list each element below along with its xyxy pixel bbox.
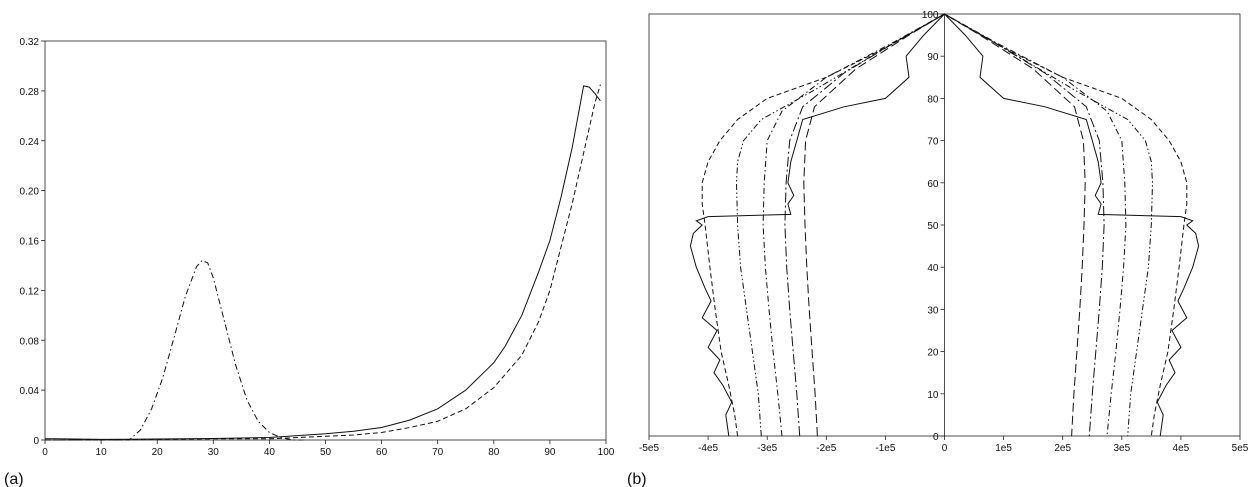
series-group-b	[689, 13, 1200, 437]
y-tick-label: 0.16	[20, 237, 40, 248]
x-tick-label: 80	[488, 447, 500, 458]
y-tick-label: 60	[927, 179, 939, 190]
y-tick-label: 10	[927, 390, 939, 401]
series-line-dash-dot	[45, 259, 304, 441]
series-line-dash-dot	[762, 13, 1127, 437]
x-tick-label: 70	[432, 447, 444, 458]
x-tick-label: 4e5	[1173, 443, 1190, 454]
y-tick-label: 0.20	[20, 187, 40, 198]
tick-group-a: 0 10 20 30 40 50 60 70 80 90 100 0 0.04 0.08 0.12 0.16 0…	[20, 37, 615, 458]
x-tick-label: 60	[376, 447, 388, 458]
x-tick-label: 2e5	[1054, 443, 1071, 454]
tick-group-b: -5e5 -4e5 -3e5 -2e5 -1e5 0 1e5 2e5 3e5 4e5 5e5 0 10 2…	[639, 10, 1249, 454]
y-tick-label: 0.04	[20, 386, 40, 397]
series-line-solid	[45, 85, 601, 440]
y-tick-label: 40	[927, 263, 939, 274]
y-tick-label: 0	[933, 432, 939, 443]
y-tick-label: 0.08	[20, 336, 40, 347]
x-tick-label: -3e5	[757, 443, 777, 454]
x-tick-label: 30	[208, 447, 220, 458]
x-tick-label: 0	[942, 443, 948, 454]
x-tick-label: 90	[544, 447, 556, 458]
y-tick-label: 30	[927, 305, 939, 316]
series-line-long-dash	[803, 13, 1086, 437]
y-tick-label: 80	[927, 94, 939, 105]
series-line-dashed	[45, 84, 601, 441]
x-tick-label: 0	[42, 447, 48, 458]
y-tick-label: 90	[927, 52, 939, 63]
plot-frame-a	[44, 40, 607, 441]
x-tick-label: 10	[96, 447, 108, 458]
y-tick-label: 0.28	[20, 87, 40, 98]
chart-panel-a: 0 10 20 30 40 50 60 70 80 90 100 0 0.04 0.08 0.12 0.16 0…	[4, 37, 615, 487]
x-tick-label: 50	[320, 447, 332, 458]
x-tick-label: -4e5	[698, 443, 718, 454]
x-tick-label: 100	[598, 447, 615, 458]
x-tick-label: 1e5	[995, 443, 1012, 454]
panel-label-b: (b)	[627, 471, 647, 487]
panel-label-a: (a)	[4, 471, 24, 487]
y-tick-label: 0.24	[20, 137, 40, 148]
x-tick-label: -5e5	[639, 443, 659, 454]
y-tick-label: 50	[927, 221, 939, 232]
y-tick-label: 0.32	[20, 37, 40, 48]
x-tick-label: 3e5	[1113, 443, 1130, 454]
y-tick-label: 100	[922, 10, 939, 21]
y-tick-label: 70	[927, 137, 939, 148]
x-tick-label: 20	[152, 447, 164, 458]
y-tick-label: 0	[33, 436, 39, 447]
series-line-dash-dot-dot	[735, 13, 1154, 437]
x-tick-label: 40	[264, 447, 276, 458]
x-tick-label: -2e5	[816, 443, 836, 454]
series-group-a	[45, 84, 601, 441]
y-tick-label: 20	[927, 348, 939, 359]
x-tick-label: 5e5	[1232, 443, 1249, 454]
x-tick-label: -1e5	[875, 443, 895, 454]
chart-panel-b: -5e5 -4e5 -3e5 -2e5 -1e5 0 1e5 2e5 3e5 4e5 5e5 0 10 2…	[627, 10, 1249, 487]
y-tick-label: 0.12	[20, 286, 40, 297]
series-line-long-dash-dot	[784, 13, 1105, 437]
